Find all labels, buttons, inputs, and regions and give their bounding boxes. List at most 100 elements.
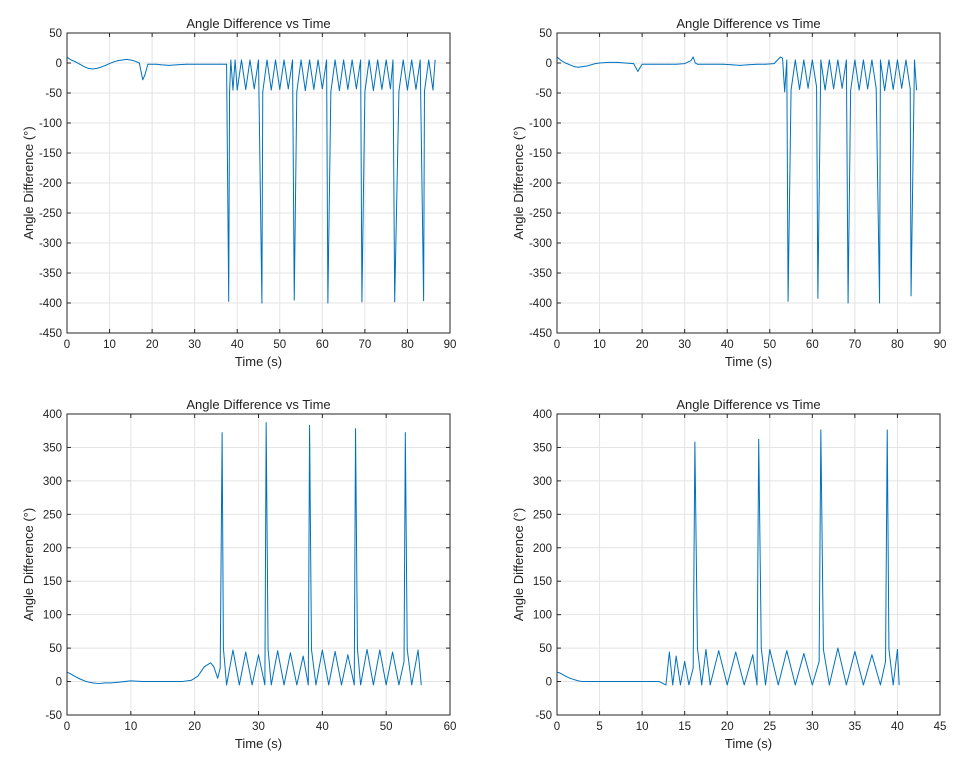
data-point: [292, 59, 294, 61]
data-point: [310, 648, 312, 650]
y-tick-label: 350: [43, 442, 62, 454]
data-point: [98, 683, 100, 685]
data-point: [226, 63, 228, 65]
data-point: [361, 301, 363, 303]
data-point: [909, 88, 911, 90]
data-point: [879, 59, 881, 61]
data-point: [83, 66, 85, 68]
data-point: [160, 64, 162, 66]
data-point: [722, 63, 724, 65]
data-point: [334, 59, 336, 61]
x-tick-label: 20: [636, 339, 649, 351]
data-point: [423, 300, 425, 302]
data-point: [211, 63, 213, 65]
y-tick-label: 50: [539, 28, 552, 40]
data-point: [283, 59, 285, 61]
data-point: [151, 63, 153, 65]
data-point: [309, 59, 311, 61]
data-point: [68, 58, 70, 60]
data-point: [155, 681, 157, 683]
data-point: [296, 684, 298, 686]
data-point: [142, 79, 144, 81]
y-tick-label: -400: [39, 298, 62, 310]
data-point: [679, 684, 681, 686]
data-point: [811, 684, 813, 686]
data-point: [202, 63, 204, 65]
data-point: [134, 60, 136, 62]
x-tick-label: 60: [806, 339, 819, 351]
data-point: [262, 91, 264, 93]
data-point: [398, 684, 400, 686]
data-point: [871, 59, 873, 61]
x-tick-label: 40: [316, 721, 329, 733]
y-tick-label: -200: [529, 178, 552, 190]
data-point: [748, 64, 749, 66]
data-point: [293, 299, 295, 301]
x-tick-label: 30: [678, 339, 691, 351]
data-point: [266, 59, 268, 61]
data-point: [867, 88, 869, 90]
data-point: [143, 681, 145, 683]
y-tick-label: -350: [529, 268, 552, 280]
x-tick-label: 30: [188, 339, 201, 351]
data-point: [898, 684, 900, 686]
data-point: [828, 59, 830, 61]
x-tick-label: 90: [934, 339, 947, 351]
data-point: [415, 88, 417, 90]
data-point: [340, 684, 342, 686]
data-point: [777, 684, 779, 686]
data-point: [236, 89, 238, 91]
x-tick-label: 10: [103, 339, 116, 351]
y-tick-label: -400: [529, 298, 552, 310]
data-point: [875, 87, 877, 89]
data-point: [637, 70, 639, 72]
y-tick-label: 300: [43, 476, 62, 488]
data-point: [109, 63, 111, 65]
data-point: [245, 88, 247, 90]
data-point: [190, 679, 192, 681]
y-tick-label: 200: [43, 543, 62, 555]
data-point: [694, 441, 696, 443]
y-tick-label: 100: [43, 610, 62, 622]
data-point: [194, 63, 196, 65]
y-tick-label: -150: [39, 148, 62, 160]
chart-panel-2: 0 10 20 30 40 50 60 70 80 90 50 0 -50 -100 -150 -200 -25…: [511, 16, 946, 369]
chart-panel-3: 0 10 20 30 40 50 60400350300250200150100500-50…: [21, 397, 456, 751]
data-point: [688, 684, 690, 686]
data-point: [213, 666, 215, 668]
data-point: [258, 59, 259, 61]
x-tick-label: 0: [554, 721, 560, 733]
y-tick-label: -350: [39, 268, 62, 280]
data-point: [684, 63, 686, 65]
data-point: [428, 59, 430, 61]
data-point: [219, 63, 221, 65]
data-point: [258, 654, 259, 656]
data-point: [773, 63, 775, 65]
data-point: [240, 59, 242, 61]
data-point: [871, 654, 873, 656]
data-point: [326, 59, 328, 61]
data-point: [684, 660, 686, 662]
data-point: [667, 63, 669, 65]
data-point: [394, 301, 396, 303]
data-point: [696, 63, 698, 65]
data-point: [675, 655, 677, 657]
x-tick-label: 60: [444, 721, 457, 733]
data-point: [360, 684, 362, 686]
x-axis-label: Time (s): [235, 354, 282, 369]
data-point: [786, 59, 788, 61]
data-point: [577, 680, 579, 682]
y-tick-label: -300: [39, 238, 62, 250]
data-point: [559, 672, 561, 674]
axes-box: [556, 413, 941, 716]
data-point: [811, 59, 813, 61]
data-point: [307, 684, 309, 686]
data-point: [824, 89, 826, 91]
data-point: [434, 59, 436, 61]
x-tick-label: 30: [806, 721, 819, 733]
data-point: [104, 682, 106, 684]
data-point: [381, 88, 383, 90]
data-point: [411, 59, 413, 61]
data-point: [117, 60, 119, 62]
y-axis-label: Angle Difference (°): [511, 508, 526, 621]
